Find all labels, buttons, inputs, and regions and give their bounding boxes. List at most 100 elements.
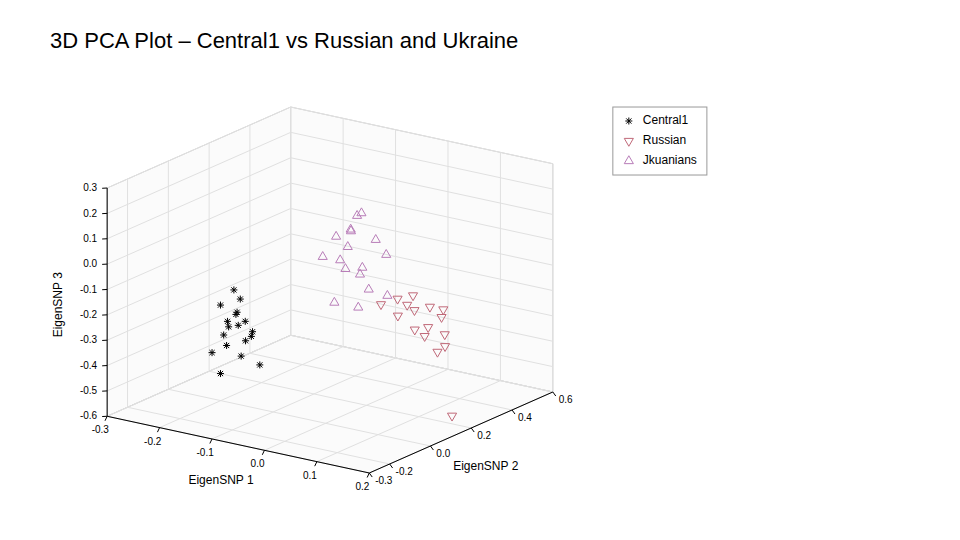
grid-line xyxy=(291,335,553,392)
tick-label: -0.1 xyxy=(80,284,98,295)
point xyxy=(357,208,366,216)
tick-mark xyxy=(102,340,107,341)
tick-label: 0.0 xyxy=(436,448,450,459)
tick: -0.3 xyxy=(369,473,393,486)
grid-line xyxy=(290,107,291,335)
tick: -0.2 xyxy=(80,309,107,320)
grid-line xyxy=(249,125,250,353)
tick: 0.2 xyxy=(471,428,491,441)
point xyxy=(371,235,380,243)
tick-label: -0.2 xyxy=(144,436,162,447)
point xyxy=(410,327,419,335)
point xyxy=(225,323,232,330)
point xyxy=(382,249,391,257)
point xyxy=(249,328,256,335)
tick: -0.4 xyxy=(80,360,107,371)
grid-line xyxy=(291,285,553,342)
grid-line xyxy=(209,143,210,371)
tick-label: 0.3 xyxy=(83,182,97,193)
point xyxy=(420,334,429,342)
grid-line xyxy=(291,107,553,164)
tick-label: 0.4 xyxy=(518,412,532,423)
grid-line xyxy=(107,310,291,391)
tick: 0.0 xyxy=(83,258,107,269)
tick-mark xyxy=(105,416,107,421)
grid-line xyxy=(107,107,291,188)
point xyxy=(354,302,363,310)
tick-mark xyxy=(102,314,107,315)
axis-title: EigenSNP 1 xyxy=(188,473,253,487)
tick-label: -0.4 xyxy=(80,360,98,371)
grid-line xyxy=(291,310,553,367)
title: 3D PCA Plot – Central1 vs Russian and Uk… xyxy=(50,28,518,53)
chart: 3D PCA Plot – Central1 vs Russian and Uk… xyxy=(0,0,960,540)
point xyxy=(341,264,350,272)
tick-mark xyxy=(102,238,107,239)
grid-line xyxy=(250,353,512,410)
point xyxy=(439,307,448,315)
point xyxy=(256,361,263,368)
point xyxy=(220,332,227,339)
point xyxy=(209,349,216,356)
grid-line xyxy=(209,371,471,428)
legend-item: Jkuanians xyxy=(624,153,697,167)
tick-label: -0.2 xyxy=(396,466,414,477)
point xyxy=(217,370,224,377)
tick-mark xyxy=(102,188,107,189)
tick-mark xyxy=(102,289,107,290)
tick-label: 0.0 xyxy=(251,458,265,469)
legend-marker xyxy=(625,118,632,125)
tick-label: 0.1 xyxy=(303,470,317,481)
tick: 0.1 xyxy=(303,462,317,481)
x-axis: -0.3-0.2-0.10.00.10.2EigenSNP 1 xyxy=(92,416,370,492)
point xyxy=(217,302,224,309)
point xyxy=(332,231,341,239)
tick-label: 0.0 xyxy=(83,258,97,269)
grid-line xyxy=(317,381,501,462)
tick: 0.2 xyxy=(83,208,107,219)
grid-line xyxy=(128,407,390,464)
point xyxy=(393,296,402,304)
grid-line xyxy=(107,416,369,473)
grid-line xyxy=(552,164,553,392)
legend-label: Central1 xyxy=(643,113,689,127)
tick: 0.1 xyxy=(83,233,107,244)
grid-line xyxy=(168,389,430,446)
grid-line xyxy=(291,158,553,215)
point xyxy=(238,353,245,360)
grid-line xyxy=(291,132,553,189)
grid-line xyxy=(290,107,291,335)
grid-line xyxy=(107,234,291,315)
tick-mark xyxy=(102,264,107,265)
point xyxy=(242,337,249,344)
legend: Central1RussianJkuanians xyxy=(613,107,707,175)
tick: 0.2 xyxy=(355,473,369,492)
point xyxy=(364,284,373,292)
point xyxy=(237,296,244,303)
grid xyxy=(107,107,553,473)
tick-label: 0.2 xyxy=(477,430,491,441)
tick: 0.6 xyxy=(553,392,573,405)
point xyxy=(433,349,442,357)
tick: -0.2 xyxy=(144,428,162,447)
point xyxy=(410,308,419,316)
tick: -0.2 xyxy=(390,464,414,477)
point xyxy=(358,262,367,270)
point xyxy=(248,333,255,340)
point xyxy=(224,318,231,325)
tick-label: 0.2 xyxy=(355,481,369,492)
point xyxy=(318,252,327,260)
grid-line xyxy=(264,369,448,450)
point xyxy=(424,325,433,333)
grid-line xyxy=(107,132,291,213)
tick-mark xyxy=(367,473,369,478)
tick-mark xyxy=(553,392,556,396)
legend-label: Jkuanians xyxy=(643,153,697,167)
grid-line xyxy=(107,188,108,416)
tick-label: -0.3 xyxy=(80,334,98,345)
grid-line xyxy=(395,130,396,358)
legend-marker xyxy=(624,156,633,164)
tick: 0.4 xyxy=(512,410,532,423)
point xyxy=(376,302,385,310)
series xyxy=(376,293,456,421)
